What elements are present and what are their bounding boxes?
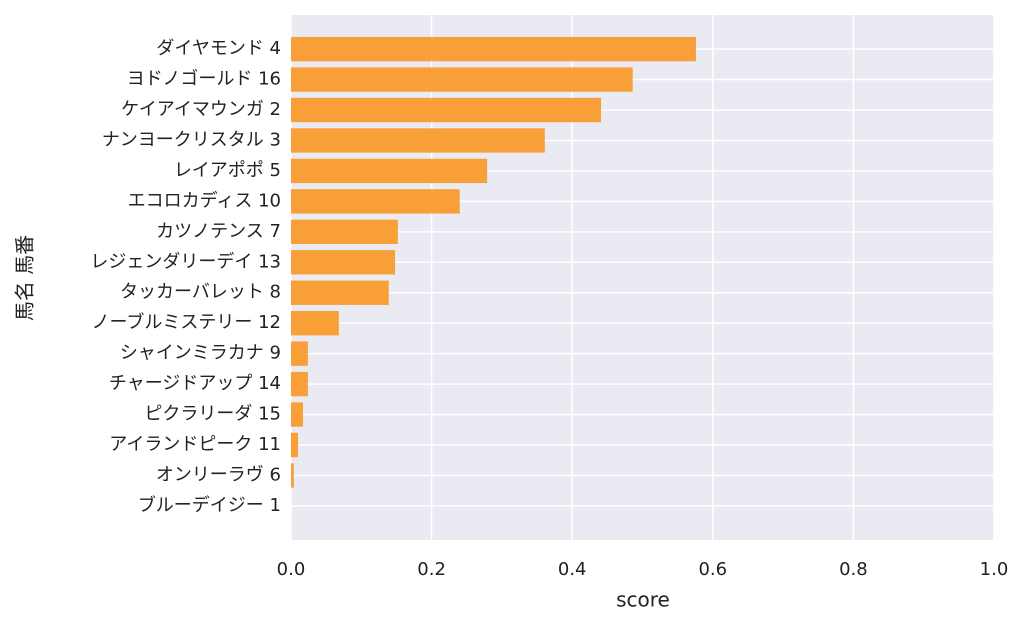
bar [291, 371, 308, 397]
y-tick-label: タッカーバレット 8 [120, 282, 281, 303]
y-axis-label: 馬名 馬番 [13, 235, 37, 321]
y-tick-label: ケイアイマウンガ 2 [121, 99, 281, 120]
y-tick-label: シャインミラカナ 9 [120, 343, 281, 364]
bar [291, 219, 398, 245]
bar [291, 158, 488, 184]
bar [291, 402, 303, 427]
x-tick-label: 0.8 [839, 559, 868, 580]
y-tick-label: チャージドアップ 14 [109, 373, 281, 394]
y-tick-label: カツノテンス 7 [156, 221, 281, 242]
bar [291, 432, 299, 458]
bar [291, 189, 460, 214]
y-tick-label: ヨドノゴールド 16 [127, 69, 281, 90]
bar [291, 310, 339, 336]
x-tick-label: 0.4 [558, 559, 587, 580]
y-tick-label: レイアポポ 5 [174, 160, 281, 181]
y-tick-label: ノーブルミステリー 12 [91, 311, 281, 333]
x-tick-label: 0.0 [277, 559, 306, 580]
y-tick-label: ピクラリーダ 15 [144, 404, 281, 425]
bar [291, 67, 633, 92]
y-tick-label: オンリーラヴ 6 [156, 464, 281, 485]
plot-area [291, 15, 994, 540]
y-tick-label: エコロカディス 10 [128, 190, 281, 211]
y-tick-label: アイランドピーク 11 [109, 434, 281, 455]
bar [291, 97, 602, 123]
y-tick-label: ダイヤモンド 4 [156, 38, 281, 59]
x-tick-label: 1.0 [980, 559, 1009, 580]
y-tick-label: ナンヨークリスタル 3 [102, 129, 281, 150]
y-tick-label: レジェンダリーデイ 13 [90, 251, 281, 272]
x-tick-label: 0.6 [698, 559, 727, 580]
bar [291, 250, 396, 275]
bar [291, 36, 696, 62]
x-tick-label: 0.2 [417, 559, 446, 580]
y-tick-label: ブルーデイジー 1 [138, 494, 281, 516]
x-axis-label: score [616, 588, 670, 612]
bar [291, 463, 294, 488]
bar [291, 341, 308, 366]
bar [291, 280, 389, 305]
bar [291, 128, 545, 153]
